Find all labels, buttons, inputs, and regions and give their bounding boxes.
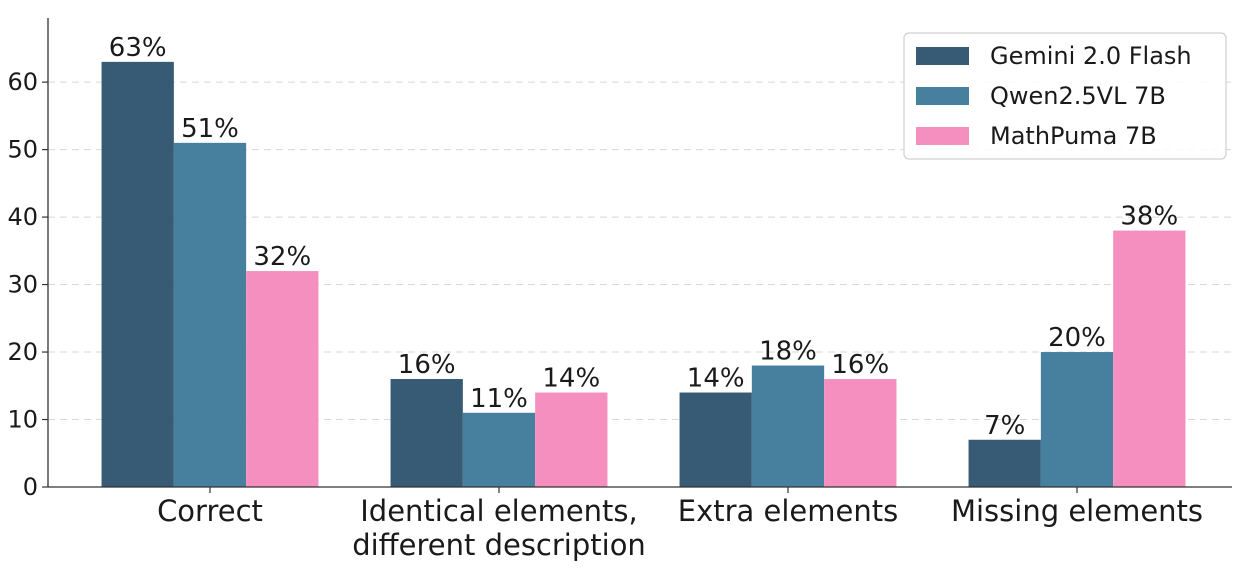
data-label: 63% (109, 33, 167, 63)
x-tick-label-line: Extra elements (678, 494, 898, 528)
legend-label: MathPuma 7B (990, 122, 1157, 150)
data-labels: 63% 16% 14% 7% 51% 11% 18% 20% 32% 14% 16% 38% (109, 33, 1178, 441)
x-tick-label: Identical elements, different description (352, 494, 646, 562)
legend-swatch (916, 47, 969, 65)
axes: 0 10 20 30 40 50 60 Correct Identical elements, d… (7, 18, 1232, 562)
bar (679, 392, 752, 487)
data-label: 14% (542, 364, 600, 394)
legend-swatch (916, 87, 969, 105)
data-label: 7% (984, 411, 1025, 441)
bar (1113, 230, 1186, 487)
bar (1040, 352, 1114, 487)
x-tick-label-line: Missing elements (951, 494, 1203, 528)
bar (535, 392, 608, 487)
data-label: 14% (687, 364, 745, 394)
data-label: 16% (831, 350, 889, 380)
x-tick-label-line: Correct (157, 494, 263, 528)
y-tick-label: 20 (7, 338, 38, 366)
legend-box (903, 32, 1227, 160)
bar (246, 271, 319, 487)
bar (968, 439, 1041, 487)
data-label: 38% (1120, 202, 1178, 232)
data-label: 32% (253, 242, 311, 272)
legend: Gemini 2.0 Flash Qwen2.5VL 7B MathPuma 7B (903, 32, 1227, 160)
data-label: 18% (759, 337, 817, 367)
y-tick-label: 10 (7, 406, 38, 434)
y-tick-label: 30 (7, 271, 38, 299)
bar (101, 61, 174, 487)
x-tick-label-line: different description (352, 528, 646, 562)
bar (462, 412, 536, 487)
x-tick-label: Missing elements (951, 494, 1203, 528)
data-label: 16% (398, 350, 456, 380)
x-tick-label-line: Identical elements, (360, 494, 638, 528)
legend-label: Qwen2.5VL 7B (990, 82, 1166, 110)
x-tick-label: Correct (157, 494, 263, 528)
bar (173, 142, 247, 487)
data-label: 11% (470, 384, 528, 414)
bars (101, 61, 1186, 487)
y-tick-label: 40 (7, 203, 38, 231)
bar (824, 379, 897, 487)
legend-label: Gemini 2.0 Flash (990, 42, 1192, 70)
legend-swatch (916, 127, 969, 145)
y-tick-label: 50 (7, 136, 38, 164)
y-tick-label: 0 (23, 473, 38, 501)
bar (751, 365, 825, 487)
bar (390, 379, 463, 487)
data-label: 51% (181, 114, 239, 144)
data-label: 20% (1048, 323, 1106, 353)
x-tick-label: Extra elements (678, 494, 898, 528)
y-tick-label: 60 (7, 68, 38, 96)
